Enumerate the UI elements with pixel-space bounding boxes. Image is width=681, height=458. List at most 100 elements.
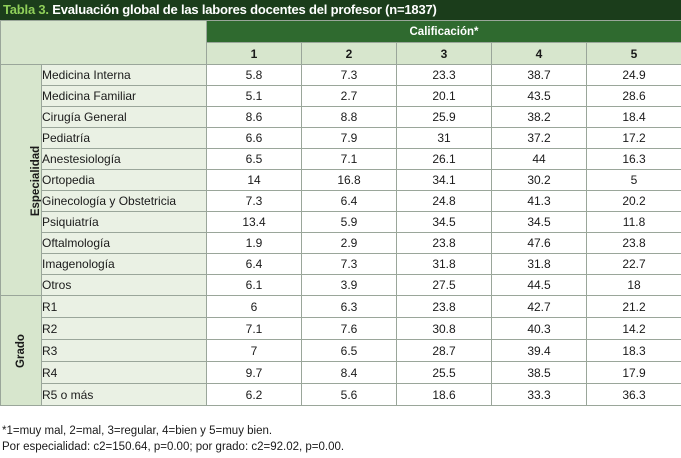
value-cell: 6.5 [206, 148, 302, 170]
row-label: Anestesiología [41, 148, 207, 170]
table-caption: Evaluación global de las labores docente… [48, 2, 437, 17]
value-cell: 31.8 [396, 253, 492, 275]
footnote-scale: *1=muy mal, 2=mal, 3=regular, 4=bien y 5… [2, 425, 273, 437]
value-cell: 13.4 [206, 211, 302, 233]
value-cell: 14.2 [585, 317, 681, 340]
value-cell: 6.5 [301, 339, 397, 362]
value-cell: 23.8 [585, 232, 681, 254]
value-cell: 8.8 [301, 106, 397, 128]
value-cell: 7.3 [301, 64, 397, 86]
table-row: Medicina Familiar 5.1 2.7 20.1 43.5 28.6 [1, 85, 681, 107]
value-cell: 42.7 [491, 295, 587, 318]
value-cell: 16.8 [301, 169, 397, 191]
group-label: Grado [15, 334, 27, 368]
value-cell: 34.5 [491, 211, 587, 233]
value-cell: 18.6 [396, 383, 492, 406]
row-label: Oftalmología [41, 232, 207, 254]
value-cell: 23.8 [396, 232, 492, 254]
value-cell: 5.6 [301, 383, 397, 406]
row-label: Psiquiatría [41, 211, 207, 233]
value-cell: 2.9 [301, 232, 397, 254]
table-row: R4 9.7 8.4 25.5 38.5 17.9 [1, 361, 681, 384]
evaluation-table: Calificación* 1 2 3 4 5 Especialidad Medi… [0, 20, 681, 406]
value-cell: 22.7 [585, 253, 681, 275]
value-cell: 37.2 [491, 127, 587, 149]
value-cell: 27.5 [396, 274, 492, 296]
table-row: Imagenología 6.4 7.3 31.8 31.8 22.7 [1, 253, 681, 275]
column-header: 4 [491, 42, 587, 65]
value-cell: 6.4 [206, 253, 302, 275]
value-cell: 7.3 [301, 253, 397, 275]
table-body: Especialidad Medicina Interna 5.8 7.3 23.3 38… [0, 64, 681, 406]
value-cell: 6.2 [206, 383, 302, 406]
value-cell: 17.2 [585, 127, 681, 149]
group-label: Especialidad [30, 145, 42, 216]
value-cell: 44.5 [491, 274, 587, 296]
row-label: R1 [41, 295, 207, 318]
value-cell: 24.9 [585, 64, 681, 86]
row-label: Ortopedia [41, 169, 207, 191]
table-row: Grado R1 6 6.3 23.8 42.7 21.2 [0, 295, 681, 406]
row-label: Pediatría [41, 127, 207, 149]
value-cell: 7.1 [206, 317, 302, 340]
table-row: Anestesiología 6.5 7.1 26.1 44 16.3 [1, 148, 681, 170]
value-cell: 16.3 [585, 148, 681, 170]
table-number: Tabla 3. [3, 2, 49, 17]
value-cell: 40.3 [491, 317, 587, 340]
column-header: 1 [206, 42, 302, 65]
value-cell: 26.1 [396, 148, 492, 170]
table-row: R3 7 6.5 28.7 39.4 18.3 [1, 339, 681, 362]
value-cell: 44 [491, 148, 587, 170]
row-label: R2 [41, 317, 207, 340]
value-cell: 18 [585, 274, 681, 296]
value-cell: 38.2 [491, 106, 587, 128]
value-cell: 36.3 [585, 383, 681, 406]
table-row: Pediatría 6.6 7.9 31 37.2 17.2 [1, 127, 681, 149]
group-label-cell-especialidad: Especialidad [0, 64, 42, 296]
value-cell: 25.5 [396, 361, 492, 384]
table-row: Ginecología y Obstetricia 7.3 6.4 24.8 41.3 2… [1, 190, 681, 212]
row-label: R5 o más [41, 383, 207, 406]
value-cell: 7.1 [301, 148, 397, 170]
value-cell: 24.8 [396, 190, 492, 212]
value-cell: 43.5 [491, 85, 587, 107]
value-cell: 2.7 [301, 85, 397, 107]
row-label: Medicina Familiar [41, 85, 207, 107]
value-cell: 1.9 [206, 232, 302, 254]
row-label: Medicina Interna [41, 64, 207, 86]
value-cell: 23.3 [396, 64, 492, 86]
value-cell: 5.1 [206, 85, 302, 107]
value-cell: 6 [206, 295, 302, 318]
value-cell: 33.3 [491, 383, 587, 406]
table-row: Otros 6.1 3.9 27.5 44.5 18 [1, 274, 681, 296]
group-label-cell-grado: Grado [0, 295, 42, 406]
row-label: Otros [41, 274, 207, 296]
row-label: R4 [41, 361, 207, 384]
value-cell: 20.2 [585, 190, 681, 212]
value-cell: 7.9 [301, 127, 397, 149]
value-cell: 28.7 [396, 339, 492, 362]
table-row: Oftalmología 1.9 2.9 23.8 47.6 23.8 [1, 232, 681, 254]
value-cell: 31.8 [491, 253, 587, 275]
value-cell: 17.9 [585, 361, 681, 384]
value-cell: 8.6 [206, 106, 302, 128]
column-header: 5 [585, 42, 681, 65]
value-cell: 34.1 [396, 169, 492, 191]
value-cell: 7.6 [301, 317, 397, 340]
value-cell: 38.5 [491, 361, 587, 384]
value-cell: 6.4 [301, 190, 397, 212]
value-cell: 25.9 [396, 106, 492, 128]
value-cell: 7 [206, 339, 302, 362]
value-cell: 7.3 [206, 190, 302, 212]
value-cell: 8.4 [301, 361, 397, 384]
row-label: Imagenología [41, 253, 207, 275]
value-cell: 20.1 [396, 85, 492, 107]
table-row: Especialidad Medicina Interna 5.8 7.3 23.3 38… [0, 64, 681, 296]
value-cell: 30.2 [491, 169, 587, 191]
value-cell: 34.5 [396, 211, 492, 233]
value-cell: 5 [585, 169, 681, 191]
value-cell: 6.6 [206, 127, 302, 149]
value-cell: 18.4 [585, 106, 681, 128]
value-cell: 23.8 [396, 295, 492, 318]
value-cell: 3.9 [301, 274, 397, 296]
